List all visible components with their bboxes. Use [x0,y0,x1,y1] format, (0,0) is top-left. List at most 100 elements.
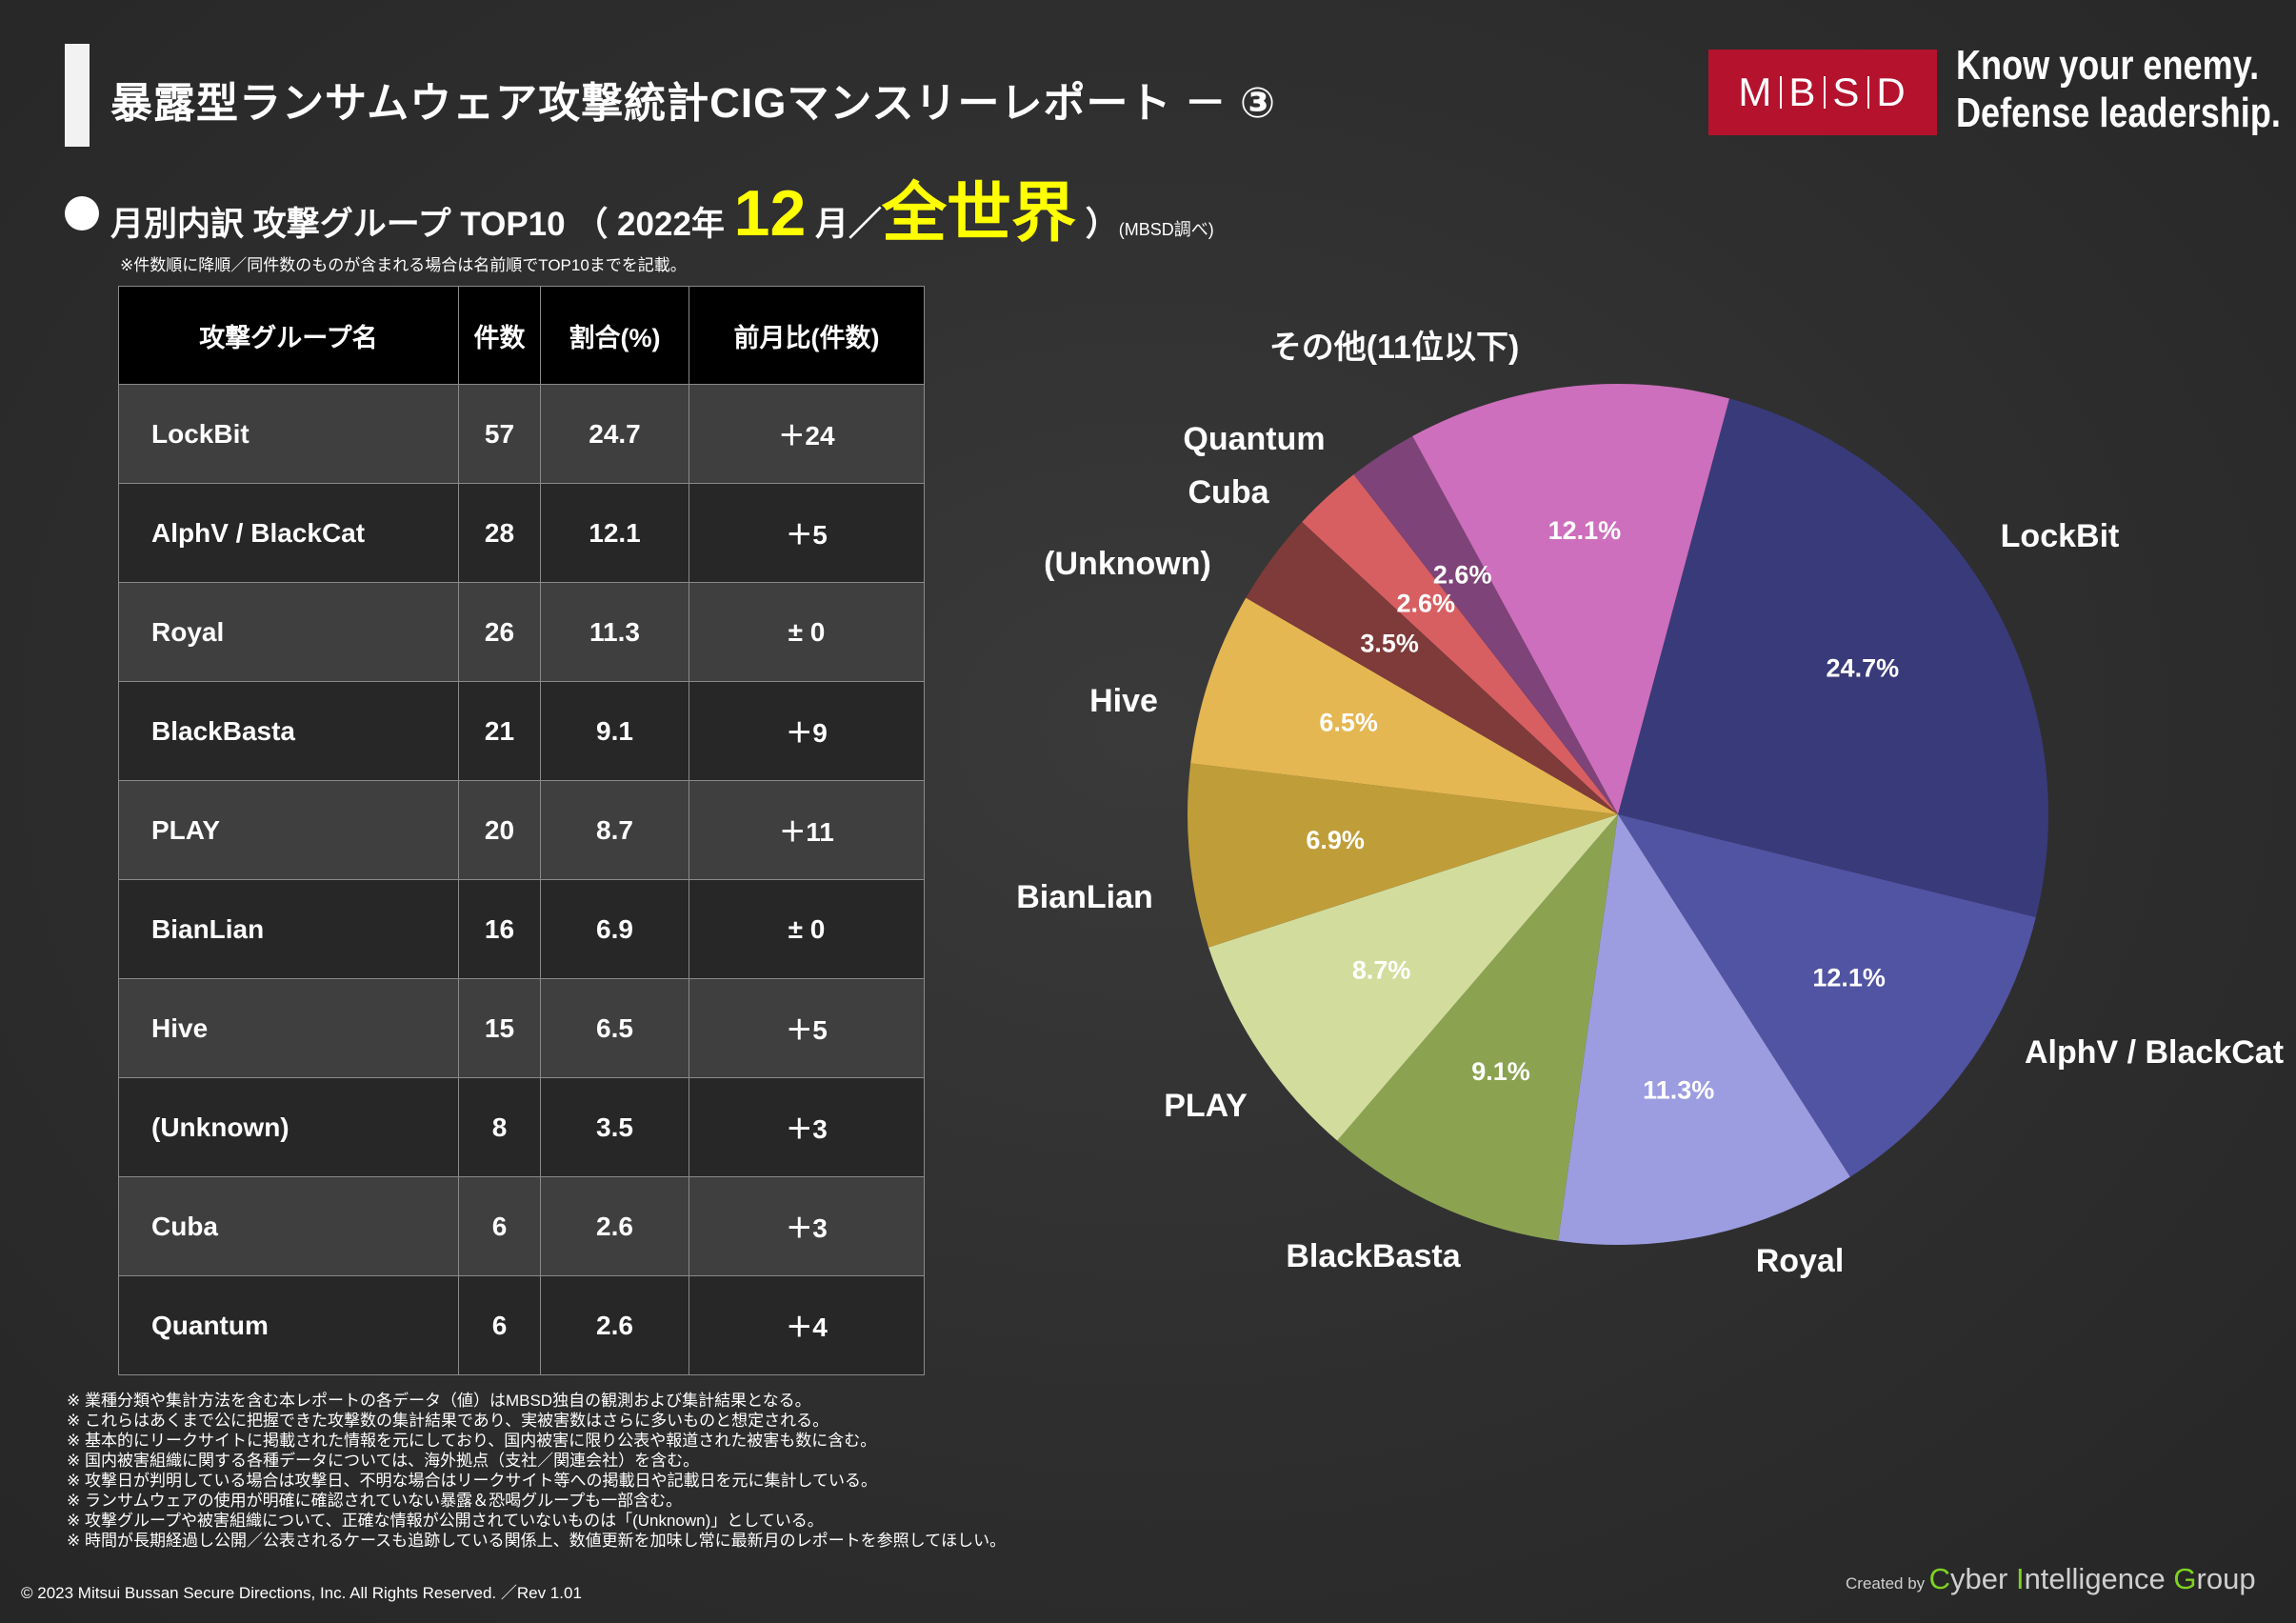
cell-group-name: Hive [118,978,459,1078]
pie-percent-label: 24.7% [1827,653,1900,682]
pie-slice-alphv-blackcat [1618,814,2036,1177]
cell-mom-change: ＋3 [689,1077,925,1177]
cell-ratio: 9.1 [540,681,689,781]
section-subtitle: 月別内訳 攻撃グループ TOP10 （ 2022年 12 月／全世界 ）(MBS… [110,160,1214,254]
table-row: AlphV / BlackCat 28 12.1 ＋5 [118,483,925,583]
cell-group-name: BianLian [118,879,459,979]
cell-group-name: BlackBasta [118,681,459,781]
cell-count: 6 [458,1176,541,1276]
table-row: Royal 26 11.3 ± 0 [118,582,925,682]
logo-letter-d: D [1876,70,1907,114]
table-row: BlackBasta 21 9.1 ＋9 [118,681,925,781]
table-row: Quantum 6 2.6 ＋4 [118,1275,925,1375]
pie-category-label: その他(11位以下) [1269,330,1520,366]
pie-category-label: BianLian [1016,879,1153,915]
table-row: (Unknown) 8 3.5 ＋3 [118,1077,925,1177]
pie-percent-labels: 24.7% 12.1% 11.3% 9.1% 8.7% 6.9% 6.5% 3.5% 2.6%2… [1306,516,1899,1105]
cell-count: 28 [458,483,541,583]
cell-ratio: 6.9 [540,879,689,979]
subtitle-suffix: ） [1076,206,1119,243]
pie-percent-label: 2.6% [1433,560,1492,589]
footnote-line: ※ 時間が長期経過し公開／公表されるケースも追跡している関係上、数値更新を加味し… [67,1532,1007,1550]
pie-slice-11 [1412,384,1729,814]
header-ratio: 割合(%) [540,286,689,385]
pie-percent-label: 2.6% [1397,589,1456,617]
pie-percent-label: 6.9% [1306,826,1365,854]
cell-count: 16 [458,879,541,979]
table-row: BianLian 16 6.9 ± 0 [118,879,925,979]
pie-slice-bianlian [1188,763,1618,948]
cell-ratio: 2.6 [540,1176,689,1276]
pie-category-labels: LockBit AlphV / BlackCat Royal BlackBasta PL… [1016,330,2284,1279]
cell-group-name: LockBit [118,384,459,484]
table-row: Hive 15 6.5 ＋5 [118,978,925,1078]
pie-slice-royal [1558,814,1850,1245]
cell-mom-change: ＋5 [689,483,925,583]
cell-ratio: 12.1 [540,483,689,583]
logo-letter-m: M [1738,70,1774,114]
pie-percent-label: 6.5% [1319,708,1378,736]
cell-mom-change: ＋3 [689,1176,925,1276]
cell-ratio: 6.5 [540,978,689,1078]
title-accent-bar [65,44,90,147]
pie-category-label: BlackBasta [1286,1238,1461,1274]
tagline-line2: Defense leadership. [1956,90,2281,136]
footnote-line: ※ ランサムウェアの使用が明確に確認されていない暴露＆恐喝グループも一部含む。 [67,1492,683,1510]
pie-percent-label: 8.7% [1352,955,1411,984]
header-count: 件数 [458,286,541,385]
pie-category-label: Hive [1089,683,1158,719]
cell-mom-change: ＋24 [689,384,925,484]
credit-cyber-intelligence-group: Cyber Intelligence Group [1928,1562,2256,1595]
pie-category-label: PLAY [1164,1088,1248,1124]
table-row: PLAY 20 8.7 ＋11 [118,780,925,880]
credit-created-by: Created by [1846,1574,1926,1593]
cell-group-name: Quantum [118,1275,459,1375]
subtitle-month: 12 [733,177,807,250]
cell-mom-change: ＋9 [689,681,925,781]
pie-category-label: Royal [1756,1243,1845,1279]
credit: Created by Cyber Intelligence Group [1846,1562,2256,1596]
pie-percent-label: 12.1% [1548,516,1622,545]
subtitle-region: 全世界 [882,177,1077,250]
table-header-row: 攻撃グループ名 件数 割合(%) 前月比(件数) [118,286,925,385]
cell-ratio: 24.7 [540,384,689,484]
table-note: ※件数順に降順／同件数のものが含まれる場合は名前順でTOP10までを記載。 [120,256,687,274]
pie-category-label: Cuba [1188,474,1270,511]
copyright: © 2023 Mitsui Bussan Secure Directions, … [21,1584,582,1602]
logo-letter-b: B [1788,70,1818,114]
pie-slice-quantum [1353,435,1618,814]
cell-count: 6 [458,1275,541,1375]
cell-mom-change: ± 0 [689,879,925,979]
section-bullet [65,196,99,230]
footnote-line: ※ 国内被害組織に関する各種データについては、海外拠点（支社／関連会社）を含む。 [67,1452,700,1470]
pie-slice-hive [1190,597,1618,814]
pie-slice-cuba [1302,474,1618,814]
footnotes: ※ 業種分類や集計方法を含む本レポートの各データ（値）はMBSD独自の観測および… [67,1391,1006,1551]
table-row: LockBit 57 24.7 ＋24 [118,384,925,484]
subtitle-prefix: 月別内訳 攻撃グループ TOP10 （ 2022年 [110,206,734,243]
pie-slice-lockbit [1618,398,2048,918]
logo-letter-s: S [1832,70,1862,114]
subtitle-mid: 月／ [806,206,883,243]
cell-group-name: AlphV / BlackCat [118,483,459,583]
pie-percent-label: 11.3% [1643,1076,1714,1105]
pie-slice-play [1208,814,1618,1141]
cell-count: 21 [458,681,541,781]
cell-count: 26 [458,582,541,682]
cell-group-name: Cuba [118,1176,459,1276]
page-title: 暴露型ランサムウェア攻撃統計CIGマンスリーレポート － ③ [110,80,1277,127]
top10-table: 攻撃グループ名 件数 割合(%) 前月比(件数) LockBit 57 24.7 ＋2… [118,286,925,1375]
cell-count: 20 [458,780,541,880]
header-mom-change: 前月比(件数) [689,286,925,385]
header-group-name: 攻撃グループ名 [118,286,459,385]
cell-count: 57 [458,384,541,484]
pie-category-label: Quantum [1183,421,1325,457]
footnote-line: ※ 業種分類や集計方法を含む本レポートの各データ（値）はMBSD独自の観測および… [67,1392,811,1410]
tagline-line1: Know your enemy. [1956,42,2260,89]
pie-percent-label: 9.1% [1471,1057,1530,1086]
footnote-line: ※ 攻撃日が判明している場合は攻撃日、不明な場合はリークサイト等への掲載日や記載… [67,1472,877,1490]
pie-percent-label: 12.1% [1812,964,1886,992]
pie-slice-unknown [1246,521,1618,814]
footnote-line: ※ これらはあくまで公に把握できた攻撃数の集計結果であり、実被害数はさらに多いも… [67,1412,829,1430]
subtitle-note: (MBSD調べ) [1118,220,1214,239]
